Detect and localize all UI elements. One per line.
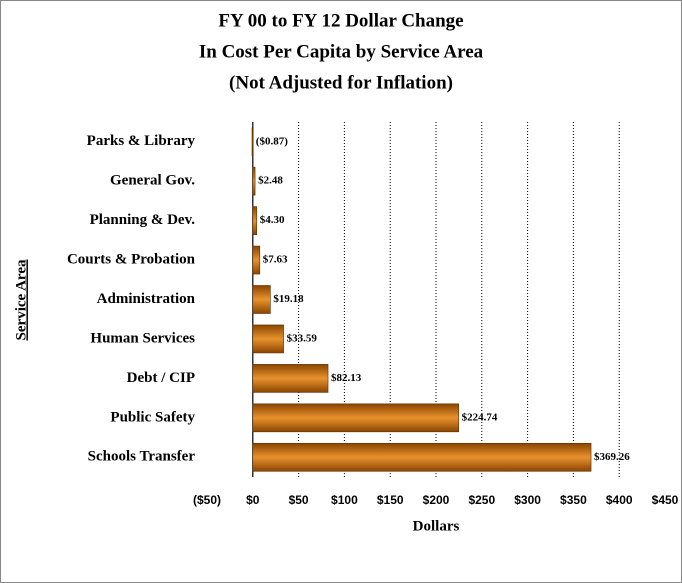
value-label: $19.18 [273,293,304,305]
x-tick-label: $350 [560,493,587,507]
x-tick-label: $50 [289,493,309,507]
x-tick-label: $450 [652,493,679,507]
y-tick-label: Parks & Library [87,133,196,149]
y-tick-label: Administration [97,291,196,307]
x-tick-label: $250 [468,493,495,507]
y-tick-label: Courts & Probation [67,251,196,267]
value-label: $82.13 [331,372,362,384]
value-label: ($0.87) [256,135,288,147]
bar [252,403,459,433]
x-tick-label: $400 [606,493,633,507]
bar [252,324,284,354]
bar [252,245,261,275]
x-axis-label: Dollars [413,518,460,534]
bar [252,364,329,393]
value-label: $2.48 [258,175,283,187]
value-label: $224.74 [462,411,498,423]
bar [251,127,254,157]
chart-title: In Cost Per Capita by Service Area [199,41,484,62]
bar [252,206,258,235]
x-tick-label: $300 [514,493,541,507]
y-tick-label: Debt / CIP [127,370,195,386]
x-tick-label: $150 [377,493,404,507]
x-tick-label: $200 [423,493,450,507]
chart-title: (Not Adjusted for Inflation) [229,72,453,93]
bar [252,166,256,196]
value-label: $4.30 [260,214,285,226]
bar [252,285,271,314]
x-tick-label: ($50) [193,493,221,507]
x-tick-label: $0 [246,493,260,507]
chart-title: FY 00 to FY 12 Dollar Change [218,10,463,31]
y-tick-label: General Gov. [110,173,195,189]
y-tick-label: Planning & Dev. [90,212,196,228]
value-label: $369.26 [594,451,630,463]
y-tick-label: Public Safety [110,409,195,425]
y-axis-label: Service Area [13,259,29,340]
y-tick-label: Human Services [90,330,195,346]
y-tick-label: Schools Transfer [88,449,196,465]
value-label: $7.63 [263,254,288,266]
value-label: $33.59 [287,332,318,344]
bar [252,442,592,472]
x-tick-label: $100 [331,493,358,507]
